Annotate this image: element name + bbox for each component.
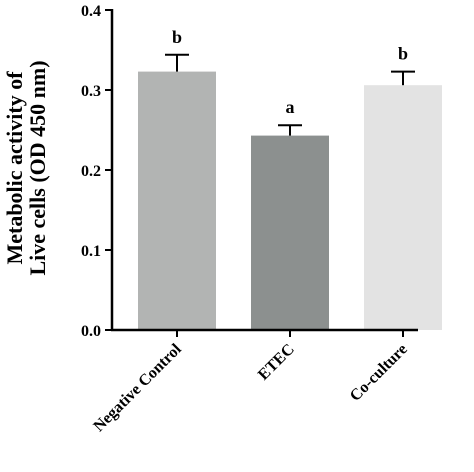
- y-axis-title-line-1: Metabolic activity of: [2, 71, 27, 265]
- y-tick-label: 0.0: [81, 323, 101, 340]
- significance-label: b: [398, 44, 408, 64]
- significance-label: a: [286, 97, 295, 117]
- y-axis-title: Metabolic activity of Live cells (OD 450…: [2, 60, 50, 275]
- plot-area: b a b 0.0 0.1 0.2 0.3 0.4 Negative Control ETEC Co…: [81, 3, 442, 435]
- significance-label: b: [172, 27, 182, 47]
- y-axis-title-line-2: Live cells (OD 450 nm): [25, 60, 50, 275]
- bar: [251, 135, 329, 330]
- y-tick-label: 0.2: [81, 163, 101, 180]
- x-tick-label: Negative Control: [90, 340, 185, 435]
- bar: [138, 71, 216, 330]
- x-tick-label: Co-culture: [347, 341, 411, 405]
- y-tick-label: 0.4: [81, 3, 101, 20]
- bar: [364, 85, 442, 330]
- x-tick-label: ETEC: [255, 341, 298, 384]
- y-tick-label: 0.3: [81, 83, 101, 100]
- y-tick-label: 0.1: [81, 243, 101, 260]
